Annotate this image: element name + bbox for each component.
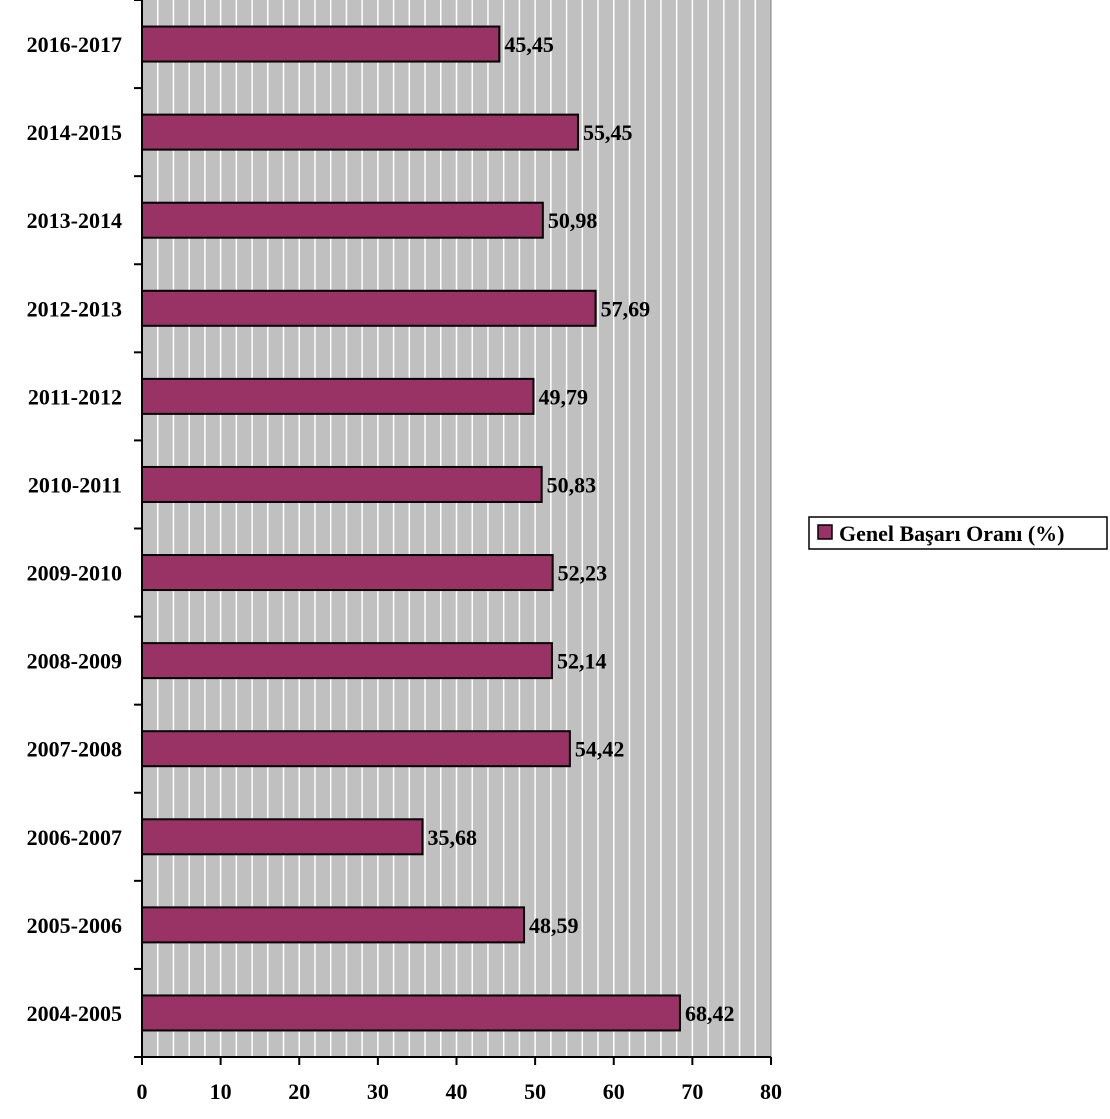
category-label: 2005-2006 [27,913,122,938]
data-label: 52,23 [558,561,608,586]
data-label: 48,59 [529,913,579,938]
category-label: 2013-2014 [27,208,122,233]
x-tick-label: 60 [603,1079,625,1104]
category-label: 2007-2008 [27,737,122,762]
data-label: 50,83 [547,472,597,497]
x-tick-label: 0 [137,1079,148,1104]
x-tick-label: 50 [524,1079,546,1104]
bar [141,465,543,503]
bar [141,25,501,63]
bar [141,289,597,327]
x-tick-label: 40 [446,1079,468,1104]
data-label: 49,79 [538,384,588,409]
x-tick-label: 70 [681,1079,703,1104]
category-label: 2004-2005 [27,1001,122,1026]
grid-lines [156,0,772,1057]
data-label: 52,14 [557,649,607,674]
bar [141,818,424,856]
category-label: 2014-2015 [27,120,122,145]
bar [141,994,681,1032]
data-label: 35,68 [428,825,478,850]
bar [141,730,571,768]
bars [141,25,681,1032]
labels: 68,42 2004-2005 48,59 2005-2006 35,68 2006-20… [27,32,782,1104]
bar [141,554,554,592]
data-label: 45,45 [504,32,553,57]
bar [141,642,553,680]
axes [134,0,772,1065]
x-tick-label: 30 [367,1079,389,1104]
legend-swatch [817,524,833,540]
legend-box [808,516,1108,550]
x-tick-label: 80 [760,1079,782,1104]
x-tick-label: 20 [288,1079,310,1104]
legend: Genel Başarı Oranı (%) [808,516,1108,550]
category-label: 2016-2017 [27,32,122,57]
category-label: 2006-2007 [27,825,122,850]
bar [141,113,579,151]
category-label: 2008-2009 [27,649,122,674]
data-label: 57,69 [601,296,651,321]
data-label: 68,42 [685,1001,735,1026]
data-label: 55,45 [583,120,633,145]
category-label: 2012-2013 [27,296,122,321]
data-label: 54,42 [575,737,625,762]
category-label: 2009-2010 [27,561,122,586]
bar [141,906,526,944]
bar [141,201,544,239]
category-label: 2010-2011 [28,472,122,497]
data-label: 50,98 [548,208,598,233]
x-tick-label: 10 [210,1079,232,1104]
legend-label: Genel Başarı Oranı (%) [839,521,1064,546]
bar [141,377,535,415]
category-label: 2011-2012 [28,384,122,409]
